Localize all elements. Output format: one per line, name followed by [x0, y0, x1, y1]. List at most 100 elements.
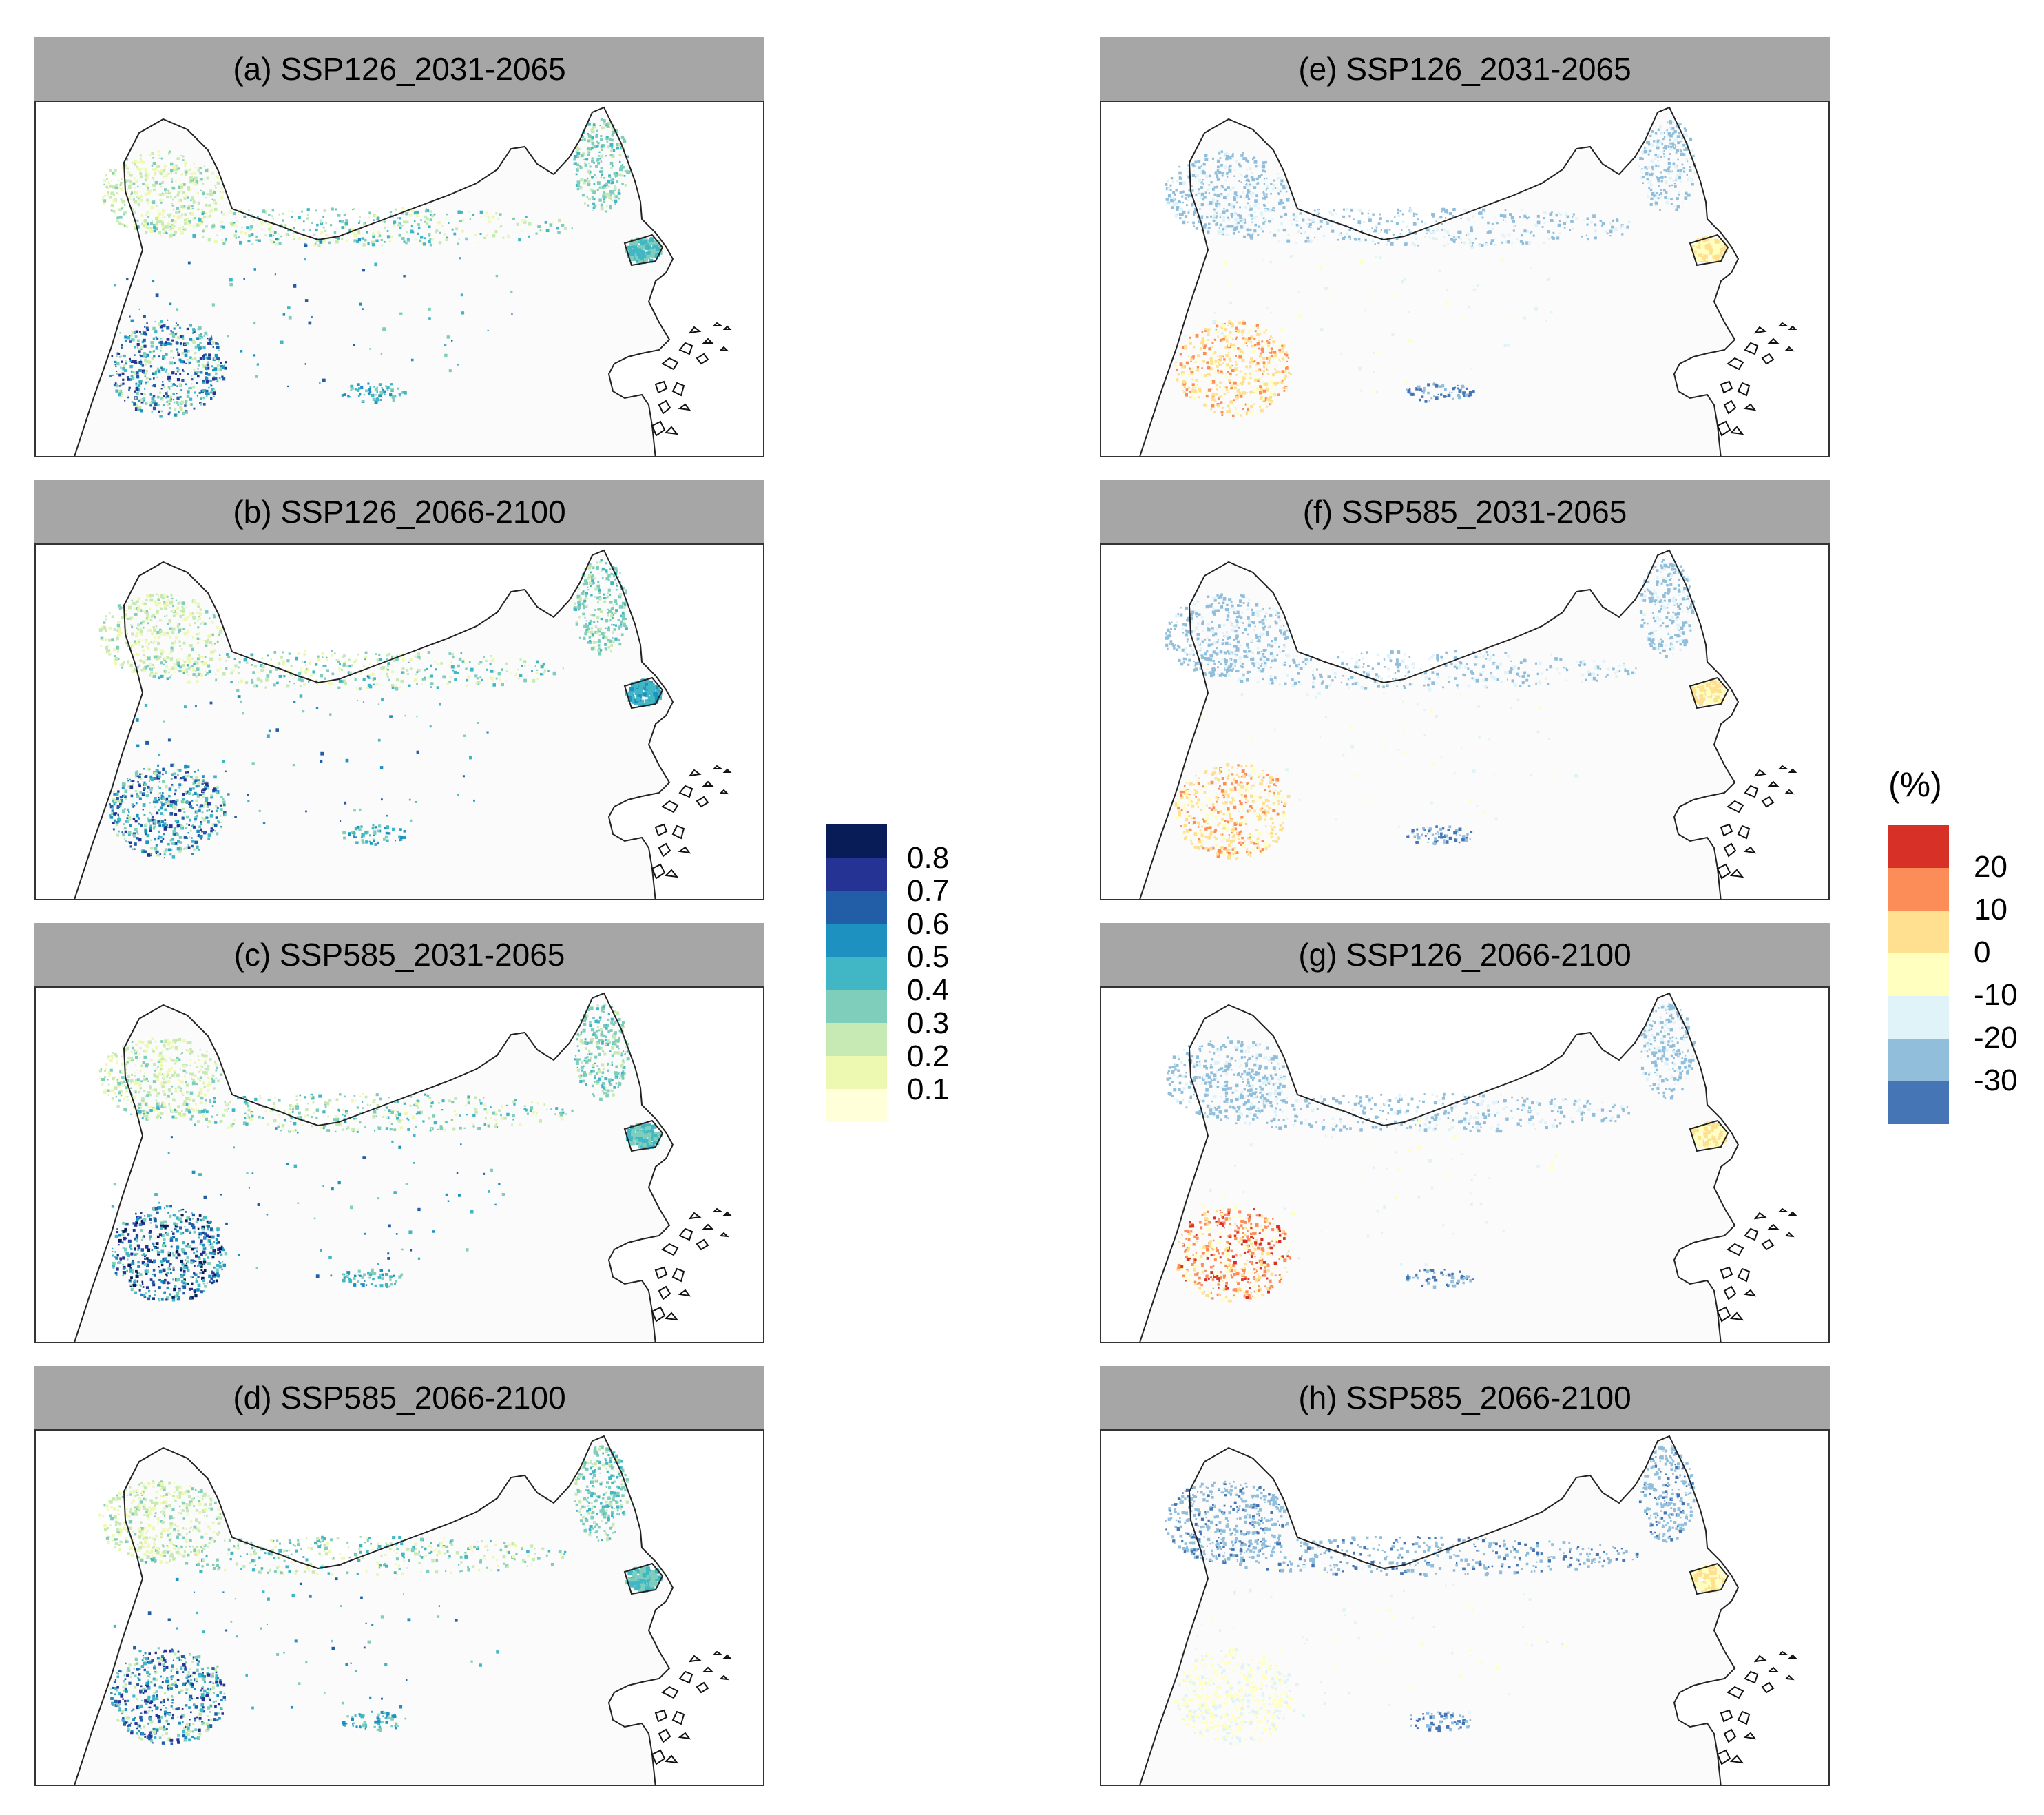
grid-cell: [638, 691, 643, 696]
grid-cell: [180, 826, 185, 830]
grid-cell: [198, 1110, 202, 1114]
grid-cell: [156, 1106, 160, 1110]
grid-cell: [207, 664, 211, 668]
grid-cell: [582, 1079, 585, 1083]
grid-cell: [438, 241, 442, 245]
grid-cell: [200, 673, 203, 677]
grid-cell: [623, 175, 626, 177]
grid-cell: [598, 1077, 601, 1081]
grid-cell: [162, 209, 165, 213]
grid-cell: [245, 661, 249, 664]
grid-cell: [620, 165, 623, 168]
grid-cell: [176, 370, 179, 373]
grid-cell: [203, 212, 205, 214]
grid-cell: [434, 661, 436, 663]
grid-cell: [415, 210, 419, 214]
grid-cell: [248, 209, 250, 211]
grid-cell: [163, 176, 165, 178]
grid-cell: [586, 1056, 589, 1059]
grid-cell: [145, 594, 149, 598]
grid-cell: [151, 1249, 154, 1251]
grid-cell: [165, 772, 167, 774]
grid-cell: [491, 658, 495, 663]
grid-cell: [133, 1049, 136, 1052]
grid-cell: [135, 1064, 137, 1066]
grid-cell: [198, 849, 200, 851]
grid-cell: [404, 391, 407, 395]
grid-cell: [199, 167, 202, 169]
grid-cell: [178, 670, 182, 673]
grid-cell: [291, 1130, 295, 1133]
grid-cell: [134, 640, 136, 643]
grid-cell: [205, 356, 209, 360]
grid-cell: [132, 182, 136, 185]
grid-cell: [218, 631, 222, 634]
grid-cell: [618, 1037, 620, 1039]
grid-cell: [480, 215, 483, 218]
grid-cell: [519, 1123, 522, 1126]
grid-cell: [198, 785, 200, 787]
grid-cell: [293, 219, 297, 222]
grid-cell: [276, 681, 279, 685]
grid-cell: [191, 853, 194, 855]
grid-cell: [137, 1106, 139, 1108]
grid-cell: [603, 632, 606, 634]
grid-cell: [155, 346, 158, 350]
grid-cell: [167, 842, 170, 846]
grid-cell: [107, 180, 110, 183]
grid-cell: [416, 1099, 420, 1103]
grid-cell: [199, 1079, 201, 1082]
grid-cell: [599, 125, 601, 127]
grid-cell: [149, 154, 152, 156]
grid-cell: [174, 832, 178, 836]
grid-cell: [202, 1247, 207, 1250]
grid-cell: [162, 838, 165, 840]
grid-cell: [189, 829, 192, 832]
grid-cell: [543, 1103, 546, 1106]
grid-cell: [139, 362, 143, 365]
grid-cell: [450, 661, 452, 663]
grid-cell: [196, 680, 199, 683]
grid-cell: [391, 670, 395, 674]
grid-cell: [539, 672, 543, 676]
grid-cell: [207, 802, 211, 806]
grid-cell: [180, 185, 183, 189]
grid-cell: [433, 1121, 437, 1125]
grid-cell: [372, 674, 375, 676]
grid-cell: [610, 614, 614, 618]
grid-cell: [220, 229, 222, 231]
grid-cell: [612, 631, 615, 634]
grid-cell: [604, 1077, 608, 1081]
grid-cell: [174, 1100, 176, 1102]
grid-cell: [576, 1033, 579, 1036]
grid-cell: [141, 639, 144, 641]
grid-cell: [457, 664, 460, 668]
grid-cell: [133, 331, 136, 334]
grid-cell: [585, 620, 587, 622]
grid-cell: [304, 664, 307, 666]
grid-cell: [596, 158, 600, 161]
grid-cell: [199, 172, 202, 175]
grid-cell: [252, 219, 255, 222]
grid-cell: [612, 124, 615, 127]
grid-cell: [424, 237, 426, 240]
grid-cell: [171, 1074, 175, 1077]
grid-cell: [615, 1065, 618, 1068]
grid-cell: [205, 1055, 208, 1057]
grid-cell: [127, 185, 132, 189]
grid-cell: [620, 1027, 624, 1030]
grid-cell: [388, 1112, 390, 1114]
grid-cell: [125, 164, 127, 167]
grid-cell: [288, 210, 291, 213]
grid-cell: [210, 344, 213, 346]
grid-cell: [136, 196, 138, 198]
grid-cell: [601, 1085, 605, 1089]
grid-cell: [149, 629, 153, 632]
grid-cell: [159, 183, 162, 185]
grid-cell: [632, 249, 636, 254]
grid-cell: [220, 191, 221, 193]
grid-cell: [163, 853, 166, 856]
grid-cell: [591, 142, 595, 145]
grid-cell: [140, 621, 143, 625]
grid-cell: [123, 823, 125, 825]
